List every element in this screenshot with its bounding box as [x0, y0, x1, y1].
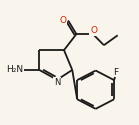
- Text: H₂N: H₂N: [6, 65, 23, 74]
- Text: O: O: [90, 26, 97, 36]
- Text: F: F: [113, 68, 118, 77]
- Text: O: O: [59, 16, 66, 25]
- Text: N: N: [54, 78, 60, 87]
